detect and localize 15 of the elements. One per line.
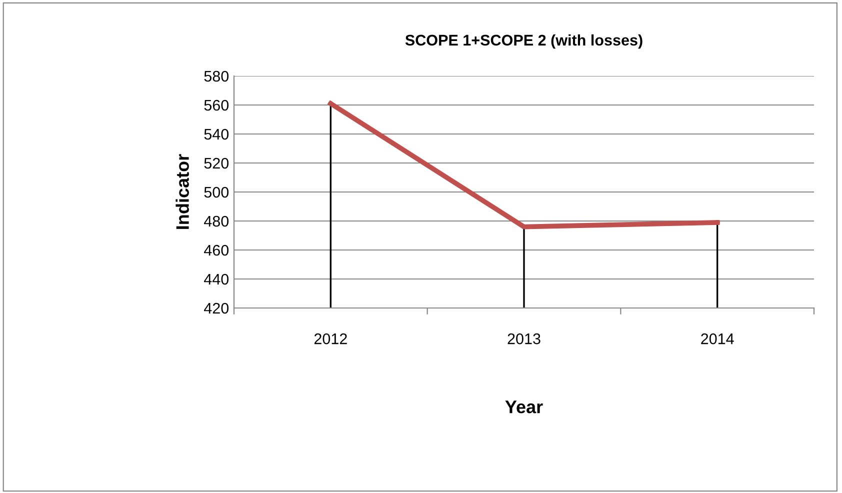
y-tick-label: 460 — [204, 244, 229, 256]
y-tick-label: 440 — [204, 274, 229, 285]
y-tick-label: 420 — [204, 302, 229, 314]
y-tick-label: 540 — [204, 128, 229, 140]
y-tick-label: 480 — [204, 216, 229, 227]
chart-title: SCOPE 1+SCOPE 2 (with losses) — [405, 34, 642, 49]
x-tick-label: 2012 — [314, 333, 347, 344]
y-tick-label: 560 — [204, 100, 229, 111]
x-tick-label: 2013 — [508, 333, 540, 344]
y-axis-title: Indicator — [176, 154, 189, 229]
x-tick-label: 2014 — [701, 333, 734, 344]
x-axis-title: Year — [505, 400, 543, 414]
y-tick-label: 520 — [204, 158, 229, 169]
y-tick-label: 500 — [204, 186, 229, 198]
y-tick-label: 580 — [204, 70, 229, 82]
